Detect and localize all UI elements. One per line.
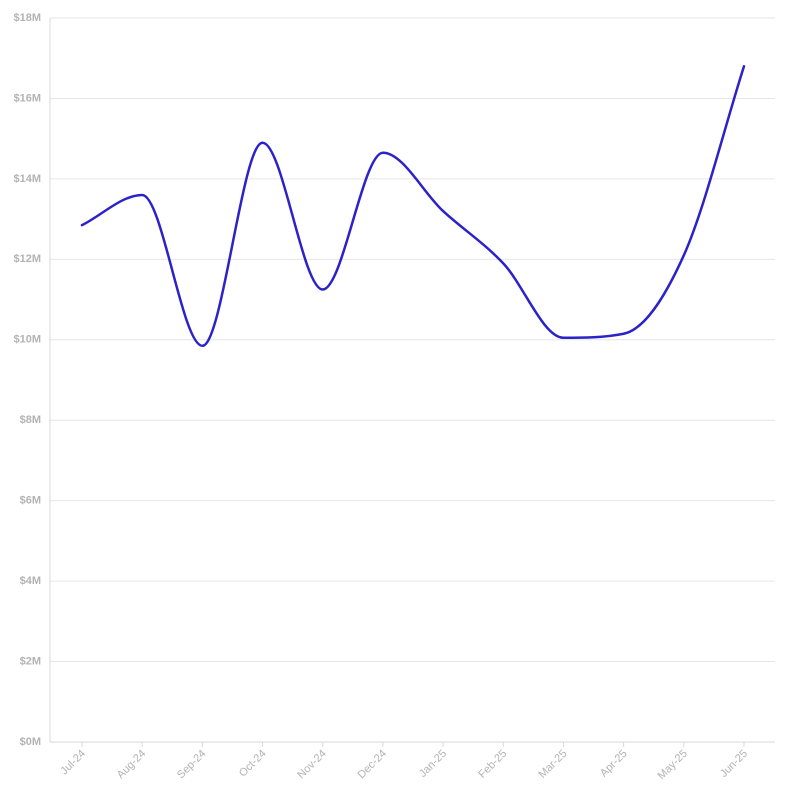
x-axis-ticks: Jul-24 Aug-24 Sep-24 Oct-24 Nov-24 Dec-24 Jan-… bbox=[58, 742, 750, 782]
series-group bbox=[80, 65, 746, 348]
axes bbox=[49, 18, 775, 743]
y-tick-label: $0M bbox=[20, 736, 41, 748]
series-line bbox=[80, 65, 746, 348]
x-tick-label: Dec-24 bbox=[355, 748, 389, 782]
x-tick-label: Sep-24 bbox=[175, 748, 209, 782]
y-tick-label: $14M bbox=[13, 173, 41, 185]
x-tick-label: Aug-24 bbox=[115, 748, 149, 782]
y-tick-label: $6M bbox=[20, 495, 41, 507]
x-tick-label: Jun-25 bbox=[718, 748, 750, 780]
y-axis-ticks: $0M $2M $4M $6M $8M $10M $12M $14M $16M $18M bbox=[13, 12, 41, 748]
y-tick-label: $18M bbox=[13, 12, 41, 24]
x-tick-label: Feb-25 bbox=[476, 748, 509, 781]
x-tick-label: Jul-24 bbox=[58, 748, 88, 778]
y-tick-label: $8M bbox=[20, 414, 41, 426]
x-tick-label: Apr-25 bbox=[598, 748, 630, 780]
x-tick-label: Mar-25 bbox=[536, 748, 569, 781]
y-tick-label: $16M bbox=[13, 92, 41, 104]
y-tick-label: $10M bbox=[13, 334, 41, 346]
x-tick-label: Oct-24 bbox=[237, 748, 269, 780]
y-tick-label: $2M bbox=[20, 655, 41, 667]
x-tick-label: May-25 bbox=[656, 748, 690, 782]
y-tick-label: $4M bbox=[20, 575, 41, 587]
x-tick-label: Nov-24 bbox=[295, 748, 329, 782]
gridlines bbox=[50, 17, 775, 663]
x-tick-label: Jan-25 bbox=[417, 748, 449, 780]
y-tick-label: $12M bbox=[13, 253, 41, 265]
